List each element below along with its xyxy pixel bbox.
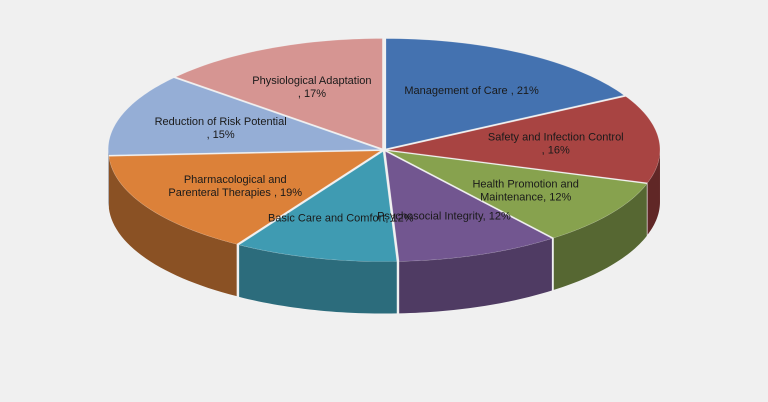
pie-slice-side <box>108 156 237 297</box>
slice-label: Parenteral Therapies , 19% <box>168 187 302 199</box>
slice-label: Reduction of Risk Potential <box>155 116 287 128</box>
pie-slice <box>385 38 625 149</box>
pie-slice-side <box>239 244 397 314</box>
slice-label: Pharmacological and <box>184 174 287 186</box>
slice-label: Health Promotion and <box>472 178 578 190</box>
pie-slice-side <box>647 149 660 235</box>
pie-slice-side <box>399 238 552 314</box>
slice-label: Safety and Infection Control <box>488 131 624 143</box>
pie-slice <box>385 150 553 262</box>
pie-slice <box>387 96 661 184</box>
pie-tops <box>107 38 661 262</box>
slice-label: , 15% <box>207 129 235 141</box>
pie-slice <box>175 38 383 149</box>
slice-label: Psychosocial Integrity, 12% <box>377 210 511 222</box>
pie-slice <box>107 77 381 156</box>
pie-slice <box>108 150 382 245</box>
slice-label: Maintenance, 12% <box>480 191 571 203</box>
slice-label: Management of Care , 21% <box>404 85 539 97</box>
pie-slice-side <box>553 183 647 290</box>
slice-label: , 16% <box>542 144 570 156</box>
pie-slice <box>238 151 398 262</box>
pie-labels: Management of Care , 21% Safety and Infec… <box>155 75 624 225</box>
slice-label: Basic Care and Comfort, 12% <box>268 213 414 225</box>
slice-label: , 17% <box>298 88 326 100</box>
pie-slice <box>387 150 648 239</box>
slice-label: Physiological Adaptation <box>252 75 371 87</box>
pie-sides <box>108 149 660 314</box>
